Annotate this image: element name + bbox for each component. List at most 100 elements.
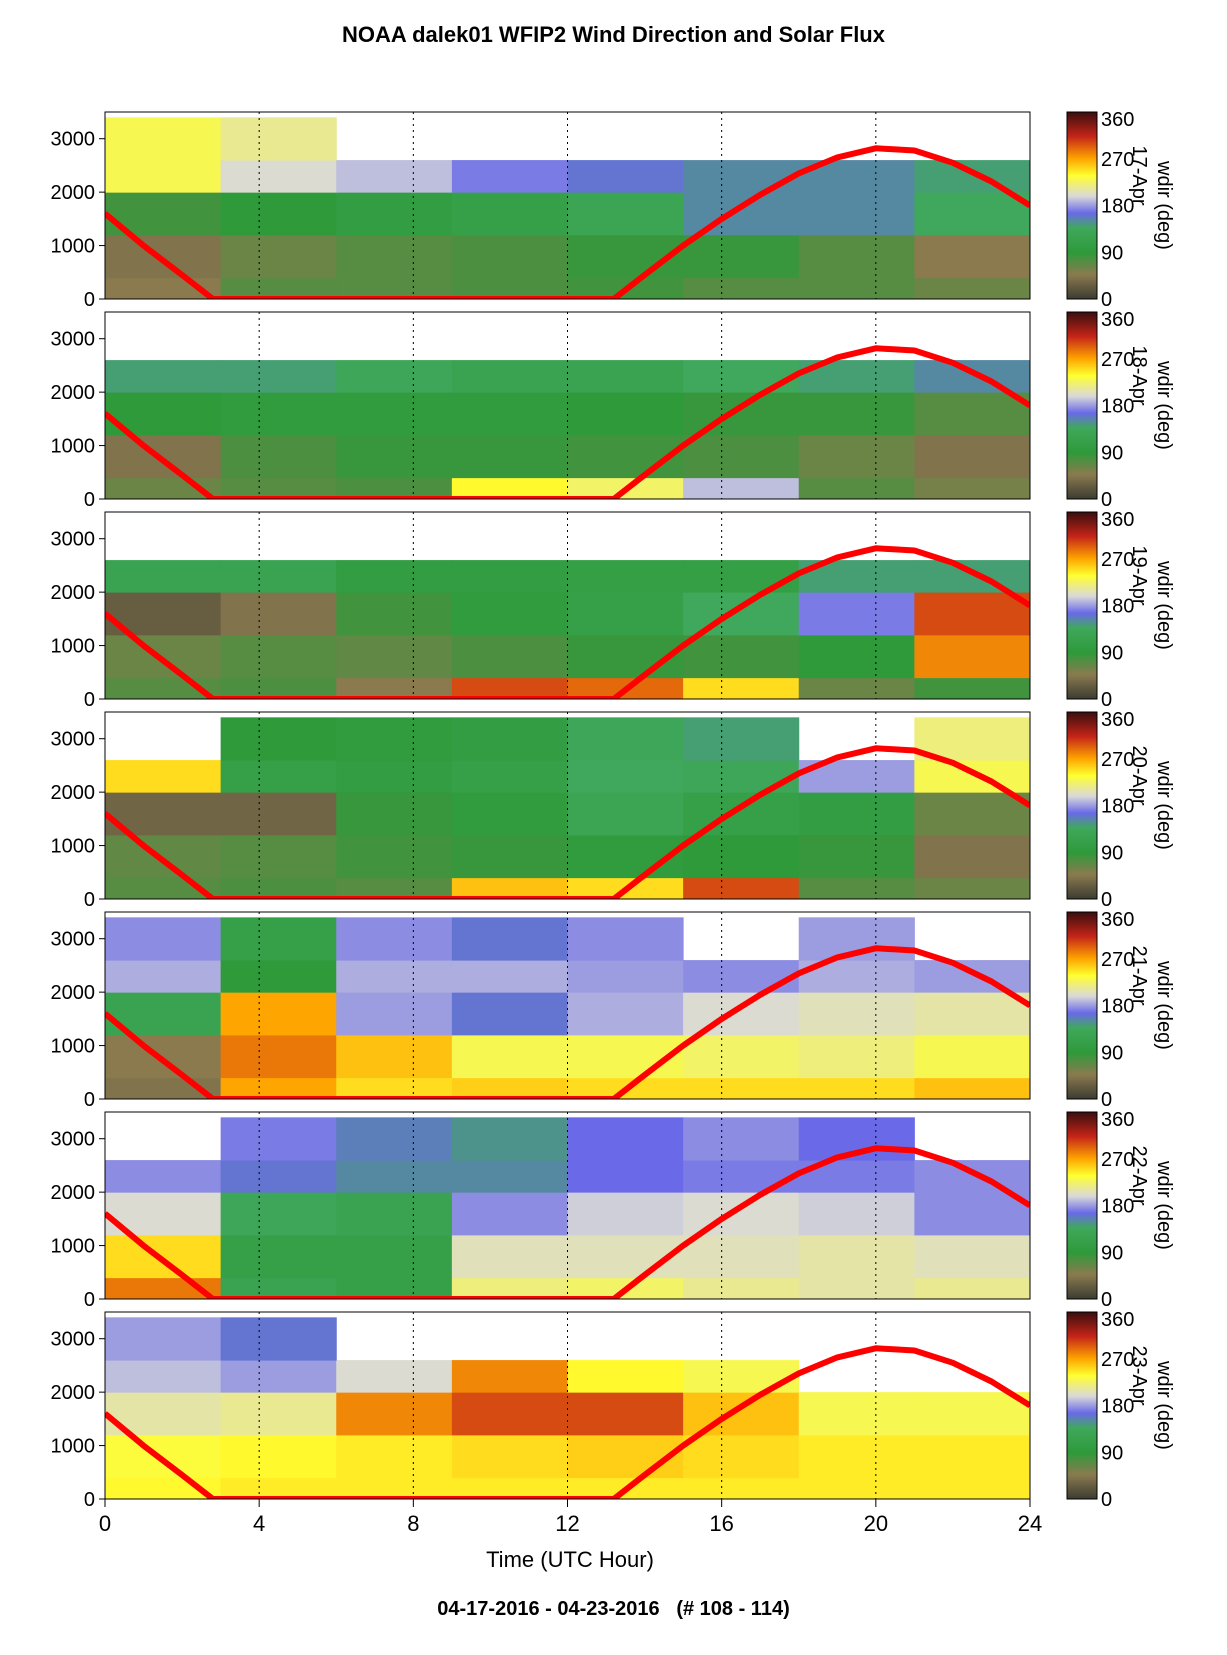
heatmap-cell: [220, 277, 337, 299]
heatmap-cells: [105, 1112, 1030, 1299]
heatmap-cell: [336, 1192, 453, 1236]
x-tick-label: 24: [1018, 1511, 1042, 1536]
panel-22-Apr: 0 1000 2000 3000 0 90 180 270 360 wdir (deg)22-Ap…: [51, 1109, 1176, 1311]
heatmap-cell: [105, 1360, 222, 1393]
y-tick-label: 2000: [51, 1182, 96, 1204]
y-tick-label: 1000: [51, 1436, 96, 1458]
heatmap-cell: [451, 392, 568, 436]
colorbar-tick-label: 90: [1101, 1242, 1123, 1264]
heatmap-cell: [798, 1034, 915, 1079]
colorbar-tick-label: 270: [1101, 1349, 1134, 1371]
heatmap-cell: [220, 434, 337, 479]
heatmap-cell: [567, 1392, 684, 1436]
colorbar-tick-label: 360: [1101, 509, 1134, 531]
panel-19-Apr: 0 1000 2000 3000 0 90 180 270 360 wdir (deg)19-Ap…: [51, 509, 1176, 711]
heatmap-cell: [683, 1117, 800, 1161]
panel-date-label: 22-Apr: [1128, 1145, 1150, 1205]
solar-flux-line: [105, 145, 1030, 299]
heatmap-cell: [451, 992, 568, 1036]
heatmap-cell: [683, 234, 800, 279]
y-tick-label: 0: [84, 289, 95, 311]
heatmap-cell: [336, 592, 453, 636]
date-range-footer: 04-17-2016 - 04-23-2016 (# 108 - 114): [437, 1598, 790, 1620]
panel-date-label: 19-Apr: [1128, 545, 1150, 605]
heatmap-cell: [336, 277, 453, 299]
heatmap-cell: [683, 192, 800, 236]
heatmap-cell: [914, 760, 1030, 793]
heatmap-cell: [105, 560, 222, 593]
colorbar-tick-label: 180: [1101, 596, 1134, 618]
heatmap-cell: [336, 1434, 453, 1479]
heatmap-cell: [451, 434, 568, 479]
heatmap-cell: [914, 677, 1030, 699]
heatmap-cell: [567, 1192, 684, 1236]
heatmap-cell: [220, 992, 337, 1036]
heatmap-cell: [220, 1277, 337, 1299]
y-tick-label: 1000: [51, 1036, 96, 1058]
heatmap-cell: [567, 1160, 684, 1193]
heatmap-cell: [336, 992, 453, 1036]
heatmap-cell: [567, 760, 684, 793]
colorbar-tick-label: 0: [1101, 289, 1112, 311]
colorbar-tick-label: 270: [1101, 549, 1134, 571]
heatmap-cell: [683, 560, 800, 593]
heatmap-cell: [914, 717, 1030, 761]
heatmap-cell: [105, 360, 222, 393]
heatmap-cell: [220, 1392, 337, 1436]
colorbar: 0 90 180 270 360 wdir (deg)22-Apr: [1066, 1109, 1175, 1311]
heatmap-cell: [567, 792, 684, 836]
x-axis: 0 4 8 12 16 20 24: [99, 1499, 1042, 1536]
heatmap-cell: [798, 1477, 915, 1499]
heatmap-cell: [451, 477, 568, 499]
heatmap-cell: [451, 792, 568, 836]
solar-flux-line: [105, 545, 1030, 699]
heatmap-cell: [336, 1034, 453, 1079]
heatmap-cell: [220, 1077, 337, 1099]
panel-17-Apr: 0 1000 2000 3000 0 90 180 270 360 wdir (deg)17-Ap…: [51, 109, 1176, 311]
heatmap-cell: [336, 360, 453, 393]
y-tick-label: 2000: [51, 782, 96, 804]
heatmap-cell: [683, 1192, 800, 1236]
heatmap-cell: [567, 592, 684, 636]
heatmap-cell: [914, 1160, 1030, 1193]
heatmap-cell: [683, 717, 800, 761]
heatmap-cell: [336, 877, 453, 899]
heatmap-cell: [914, 1034, 1030, 1079]
heatmap-cell: [105, 117, 222, 161]
colorbar: 0 90 180 270 360 wdir (deg)23-Apr: [1066, 1309, 1175, 1511]
colorbar-label: wdir (deg): [1153, 760, 1175, 850]
colorbar-tick-label: 360: [1101, 309, 1134, 331]
heatmap-cell: [683, 277, 800, 299]
colorbar-tick-label: 0: [1101, 1289, 1112, 1311]
plot-frame: [104, 911, 1031, 1100]
heatmap-cell: [105, 160, 222, 193]
heatmap-cell: [914, 560, 1030, 593]
heatmap-cell: [683, 792, 800, 836]
colorbar: 0 90 180 270 360 wdir (deg)17-Apr: [1066, 109, 1175, 311]
panel-21-Apr: 0 1000 2000 3000 0 90 180 270 360 wdir (deg)21-Ap…: [51, 909, 1176, 1111]
heatmap-cell: [451, 1277, 568, 1299]
heatmap-cell: [451, 1077, 568, 1099]
y-tick-label: 0: [84, 889, 95, 911]
heatmap-cell: [914, 877, 1030, 899]
heatmap-cell: [683, 1160, 800, 1193]
heatmap-cell: [798, 1277, 915, 1299]
heatmap-cell: [105, 960, 222, 993]
x-tick-label: 12: [555, 1511, 579, 1536]
colorbar-tick-label: 360: [1101, 909, 1134, 931]
heatmap-cell: [336, 677, 453, 699]
heatmap-cell: [451, 717, 568, 761]
heatmap-cell: [914, 1434, 1030, 1479]
heatmap-cell: [451, 1160, 568, 1193]
heatmap-cell: [567, 1117, 684, 1161]
heatmap-cell: [683, 1077, 800, 1099]
heatmap-cell: [220, 1477, 337, 1499]
heatmap-cell: [451, 960, 568, 993]
heatmap-cell: [220, 360, 337, 393]
heatmap-cell: [914, 192, 1030, 236]
x-tick-label: 0: [99, 1511, 111, 1536]
heatmap-cell: [914, 392, 1030, 436]
colorbar-tick-label: 180: [1101, 1396, 1134, 1418]
colorbar-tick-label: 90: [1101, 1042, 1123, 1064]
